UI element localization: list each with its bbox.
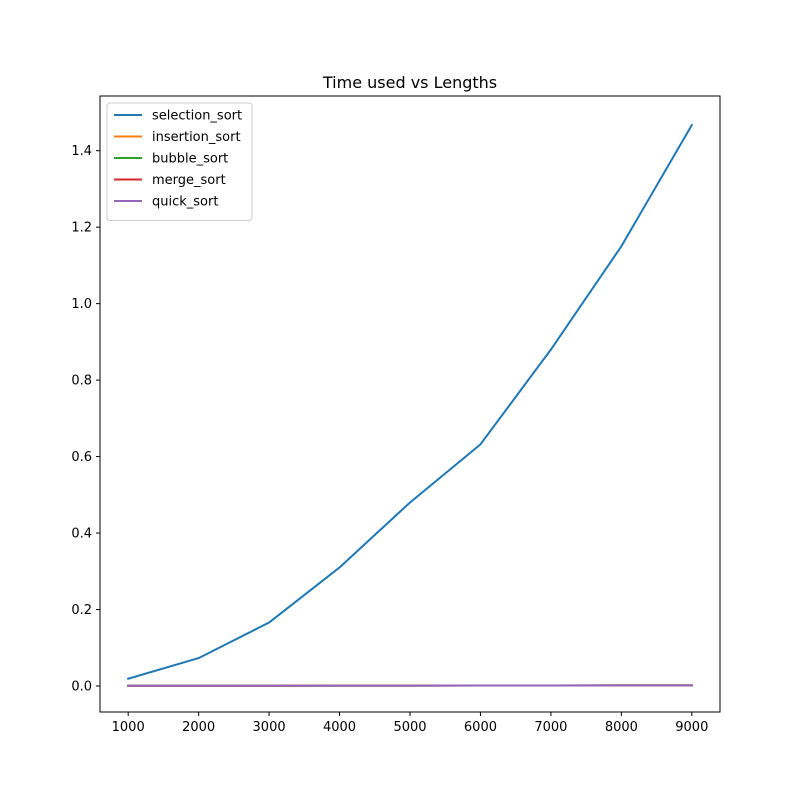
x-tick-label: 7000 (534, 720, 567, 735)
x-tick-label: 2000 (182, 720, 215, 735)
y-tick-label: 0.0 (71, 679, 92, 694)
x-tick-label: 5000 (393, 720, 426, 735)
y-tick-label: 0.6 (71, 450, 92, 465)
y-tick-label: 0.4 (71, 527, 92, 542)
chart-title: Time used vs Lengths (322, 73, 497, 92)
x-tick-label: 9000 (675, 720, 708, 735)
y-tick-label: 0.2 (71, 603, 92, 618)
legend-label-selection_sort: selection_sort (152, 109, 242, 124)
legend: selection_sort insertion_sort bubble_sortm… (107, 103, 252, 221)
y-tick-label: 1.0 (71, 297, 92, 312)
y-tick-label: 1.4 (71, 144, 92, 159)
legend-label-bubble_sort: bubble_sort (152, 152, 228, 167)
legend-label-insertion_sort: insertion_sort (152, 130, 241, 145)
x-tick-label: 8000 (605, 720, 638, 735)
x-tick-label: 4000 (323, 720, 356, 735)
y-tick-label: 0.8 (71, 374, 92, 389)
legend-label-merge_sort: merge_sort (152, 173, 226, 188)
x-tick-label: 3000 (253, 720, 286, 735)
y-tick-label: 1.2 (71, 221, 92, 236)
x-tick-label: 1000 (112, 720, 145, 735)
x-tick-label: 6000 (464, 720, 497, 735)
legend-label-quick_sort: quick_sort (152, 195, 218, 210)
